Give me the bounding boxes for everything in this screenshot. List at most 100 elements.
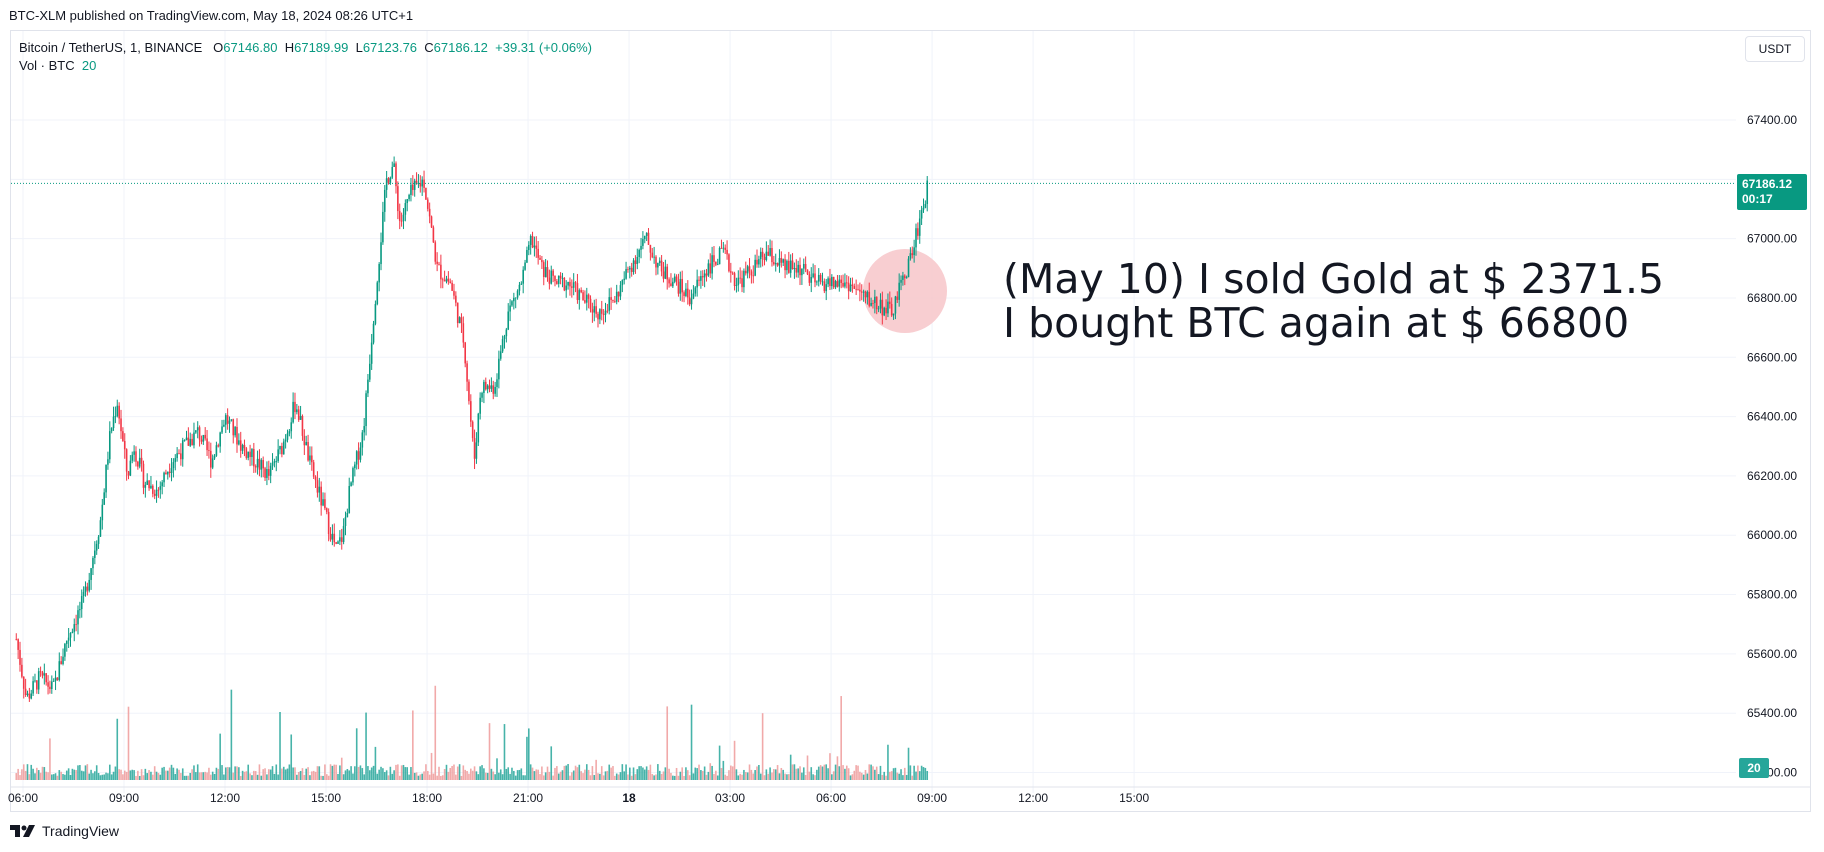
- volume-bar: [196, 764, 199, 780]
- volume-bar: [423, 771, 425, 780]
- candle-body: [905, 277, 908, 279]
- volume-bar: [333, 764, 336, 780]
- candle-body: [339, 537, 341, 542]
- volume-bar: [266, 774, 268, 780]
- candle-body: [470, 401, 472, 422]
- volume-bar: [305, 768, 308, 780]
- annotation-text[interactable]: (May 10) I sold Gold at $ 2371.5 I bough…: [1003, 257, 1664, 345]
- candle-body: [180, 453, 182, 460]
- x-tick-label: 18:00: [412, 791, 442, 805]
- volume-bar: [765, 769, 768, 780]
- volume-bar: [731, 766, 734, 780]
- candle-body: [224, 415, 227, 425]
- volume-bar: [679, 771, 682, 780]
- candle-body: [249, 451, 251, 458]
- candle-body: [49, 686, 51, 690]
- buy-zone-highlight[interactable]: [863, 249, 947, 333]
- volume-bar: [17, 768, 19, 780]
- symbol-label[interactable]: Bitcoin / TetherUS, 1, BINANCE: [19, 40, 203, 55]
- volume-bar: [600, 766, 603, 780]
- candle-body: [256, 458, 259, 468]
- chart-frame[interactable]: [10, 30, 1811, 812]
- candle-body: [84, 586, 87, 593]
- candle-body: [185, 437, 188, 441]
- candle-body: [254, 466, 257, 468]
- candle-body: [810, 277, 813, 283]
- volume-bar: [335, 764, 337, 780]
- currency-button[interactable]: USDT: [1745, 36, 1805, 62]
- volume-bar: [499, 769, 502, 780]
- candle-body: [77, 610, 79, 625]
- candle-body: [466, 363, 468, 382]
- candle-body: [722, 247, 725, 249]
- candle-body: [802, 263, 805, 269]
- candle-body: [761, 251, 764, 257]
- candle-body: [829, 278, 831, 287]
- candle-body: [744, 270, 747, 274]
- volume-bar: [309, 775, 311, 780]
- volume-bar: [825, 764, 828, 780]
- candle-body: [226, 415, 229, 424]
- volume-bar: [260, 775, 263, 780]
- candle-body: [453, 290, 455, 296]
- candle-body: [664, 266, 667, 279]
- candle-body: [312, 462, 315, 477]
- volume-bar: [22, 764, 25, 780]
- candle-body: [640, 245, 642, 250]
- candle-body: [479, 397, 481, 414]
- candle-body: [428, 208, 431, 217]
- volume-bar: [565, 765, 568, 780]
- volume-bar: [21, 769, 23, 780]
- candle-body: [400, 220, 403, 222]
- x-tick-label: 21:00: [513, 791, 543, 805]
- volume-bar: [821, 766, 824, 780]
- candle-body: [645, 232, 648, 236]
- volume-bar: [730, 765, 732, 780]
- candle-body: [791, 260, 794, 270]
- candle-body: [743, 270, 745, 288]
- volume-bar: [619, 772, 622, 780]
- volume-bar: [561, 770, 564, 780]
- volume-bar: [123, 770, 126, 780]
- volume-bar: [857, 765, 859, 780]
- y-tick-label: 66200.00: [1747, 469, 1797, 483]
- volume-bar: [660, 773, 663, 780]
- candle-body: [320, 486, 322, 506]
- volume-bar: [296, 774, 298, 780]
- candle-body: [181, 440, 184, 460]
- annotation-line-1: (May 10) I sold Gold at $ 2371.5: [1003, 255, 1665, 303]
- candle-body: [397, 186, 399, 212]
- volume-bar: [213, 773, 216, 780]
- candle-body: [455, 295, 457, 303]
- volume-bar: [327, 775, 330, 780]
- candle-body: [909, 253, 912, 259]
- volume-bar: [434, 685, 437, 780]
- candle-body: [110, 428, 113, 432]
- tradingview-logo[interactable]: TradingView: [10, 823, 119, 839]
- volume-bar: [915, 771, 917, 780]
- volume-bar: [789, 754, 792, 780]
- publish-line: BTC-XLM published on TradingView.com, Ma…: [9, 8, 414, 23]
- candle-body: [614, 300, 616, 302]
- volume-bar: [200, 772, 203, 780]
- volume-bar: [219, 733, 221, 780]
- volume-legend[interactable]: Vol · BTC 20: [19, 58, 96, 73]
- candle-body: [159, 486, 162, 490]
- candle-body: [335, 542, 337, 544]
- volume-bar: [39, 772, 42, 780]
- volume-bar: [453, 764, 455, 780]
- volume-bar: [271, 766, 274, 780]
- candle-body: [196, 427, 199, 431]
- candle-body: [73, 624, 76, 632]
- volume-bar: [735, 769, 738, 780]
- candle-body: [206, 438, 208, 451]
- volume-bar: [544, 772, 547, 780]
- volume-bar: [844, 768, 846, 780]
- volume-bar: [550, 746, 553, 780]
- volume-bar: [585, 764, 588, 780]
- volume-bar: [847, 768, 850, 780]
- candle-body: [165, 472, 167, 475]
- candle-body: [537, 248, 539, 258]
- volume-bar: [490, 768, 493, 780]
